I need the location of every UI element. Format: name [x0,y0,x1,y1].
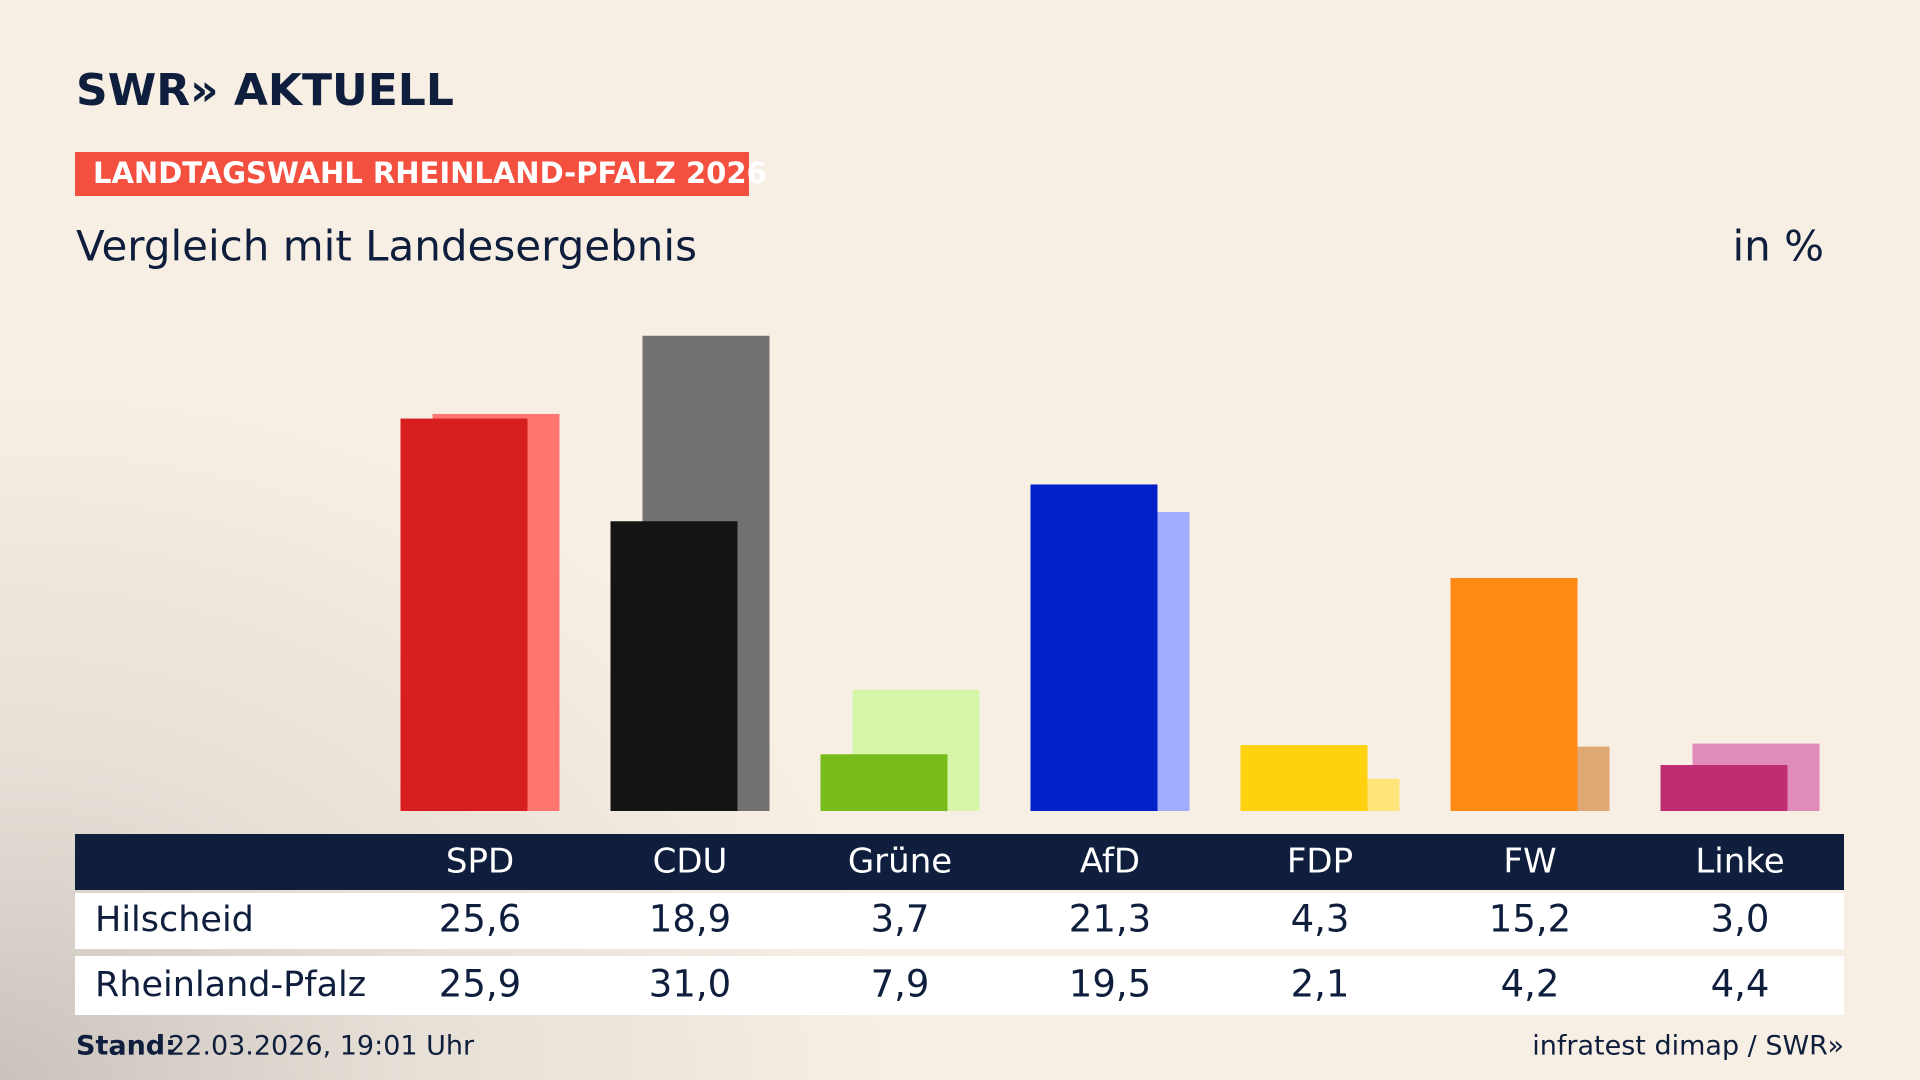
bar [1450,577,1578,811]
value-label: 4,4 [1711,963,1770,1006]
value-label: 18,9 [649,898,731,941]
value-label: 25,9 [439,963,521,1006]
table-row [75,956,1844,1015]
value-label: 25,6 [439,898,521,941]
source: infratest dimap / SWR» [1532,1031,1844,1062]
bar [1030,484,1158,811]
note: 22.03.2026, 19:01 Uhr [168,1031,475,1062]
category-label: CDU [653,842,728,882]
chart-title: Vergleich mit Landesergebnis [76,222,697,271]
value-label: 19,5 [1069,963,1151,1006]
bar [1660,765,1788,811]
bar [610,521,738,811]
category-label: FDP [1287,842,1353,882]
category-label: Grüne [848,842,952,882]
value-label: 21,3 [1069,898,1151,941]
table-header [75,834,1844,890]
category-label: SPD [446,842,514,882]
value-label: 15,2 [1489,898,1571,941]
value-label: 2,1 [1291,963,1350,1006]
row-label: Hilscheid [95,900,254,940]
bar [820,754,948,811]
value-label: 4,3 [1291,898,1350,941]
category-label: Linke [1695,842,1784,882]
bar [400,418,528,811]
kicker: LANDTAGSWAHL RHEINLAND-PFALZ 2026 [93,156,767,190]
value-label: 3,0 [1711,898,1770,941]
table-row [75,893,1844,949]
value-label: 4,2 [1501,963,1560,1006]
category-label: FW [1503,842,1556,882]
logo: SWR» AKTUELL [76,65,454,116]
bar [1240,745,1368,811]
row-label: Rheinland-Pfalz [95,965,366,1005]
note-label: Stand: [76,1031,176,1062]
value-label: 3,7 [871,898,930,941]
unit-label: in % [1732,222,1824,271]
value-label: 7,9 [871,963,930,1006]
category-label: AfD [1080,842,1140,882]
value-label: 31,0 [649,963,731,1006]
kicker-box [75,152,749,196]
